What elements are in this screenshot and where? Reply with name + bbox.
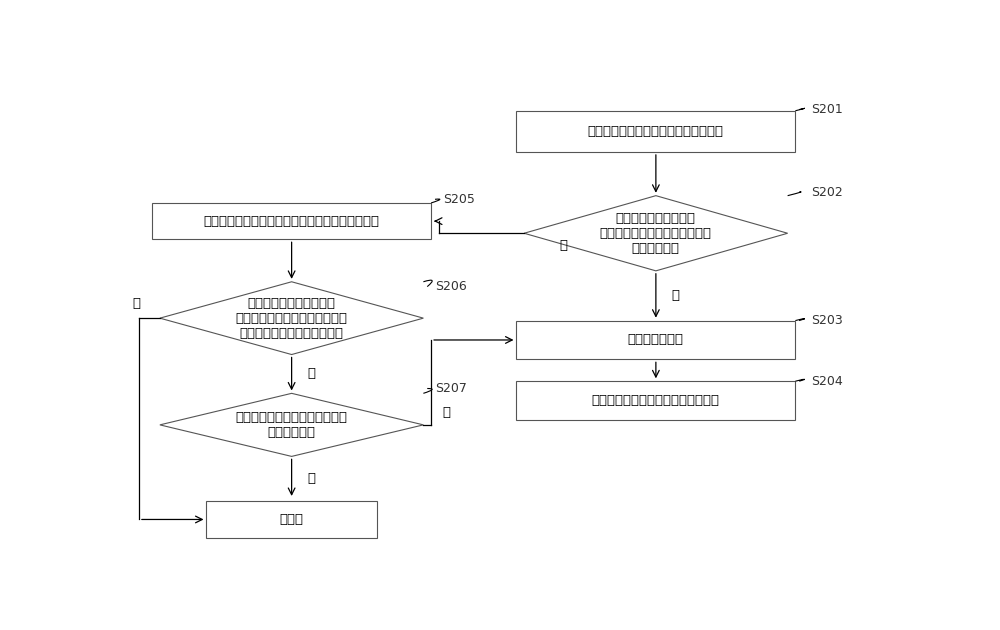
Text: 判断换热器的出气温度是否小于
第三预设温度: 判断换热器的出气温度是否小于 第三预设温度 — [236, 411, 348, 439]
FancyBboxPatch shape — [152, 203, 431, 239]
Text: S204: S204 — [811, 375, 843, 387]
Text: 否: 否 — [307, 472, 315, 485]
Text: S205: S205 — [443, 193, 475, 206]
Text: S202: S202 — [811, 185, 843, 198]
FancyBboxPatch shape — [206, 501, 377, 537]
Text: 判断运行距离是否小于
预设距离，并判断运行力是否大
于预设运行力: 判断运行距离是否小于 预设距离，并判断运行力是否大 于预设运行力 — [600, 212, 712, 255]
Text: S203: S203 — [811, 314, 843, 327]
Polygon shape — [160, 393, 423, 456]
Text: 是: 是 — [443, 406, 451, 419]
Polygon shape — [160, 282, 423, 355]
Text: S207: S207 — [435, 382, 467, 395]
Text: 未结霜: 未结霜 — [280, 513, 304, 526]
Text: 判断化霜感温包检测到的
温度是否小于第二预设温度，并
且是否持续时间大于阈值时间: 判断化霜感温包检测到的 温度是否小于第二预设温度，并 且是否持续时间大于阈值时间 — [236, 297, 348, 340]
Text: 获取化霜感温包检测到的温度和换热器的出气温度: 获取化霜感温包检测到的温度和换热器的出气温度 — [204, 215, 380, 227]
Text: 否: 否 — [559, 239, 567, 252]
Text: S206: S206 — [435, 280, 467, 293]
Text: 开启除霜模式对换热器进行除霜处理: 开启除霜模式对换热器进行除霜处理 — [592, 394, 720, 407]
Polygon shape — [524, 196, 788, 271]
Text: 否: 否 — [132, 297, 140, 310]
FancyBboxPatch shape — [516, 381, 795, 420]
FancyBboxPatch shape — [516, 111, 795, 152]
FancyBboxPatch shape — [516, 321, 795, 359]
Text: 获取直触式传感器的运行距离和运行力: 获取直触式传感器的运行距离和运行力 — [588, 125, 724, 138]
Text: 确定换热器结霜: 确定换热器结霜 — [628, 333, 684, 347]
Text: S201: S201 — [811, 103, 843, 116]
Text: 是: 是 — [307, 367, 315, 381]
Text: 是: 是 — [671, 289, 679, 302]
